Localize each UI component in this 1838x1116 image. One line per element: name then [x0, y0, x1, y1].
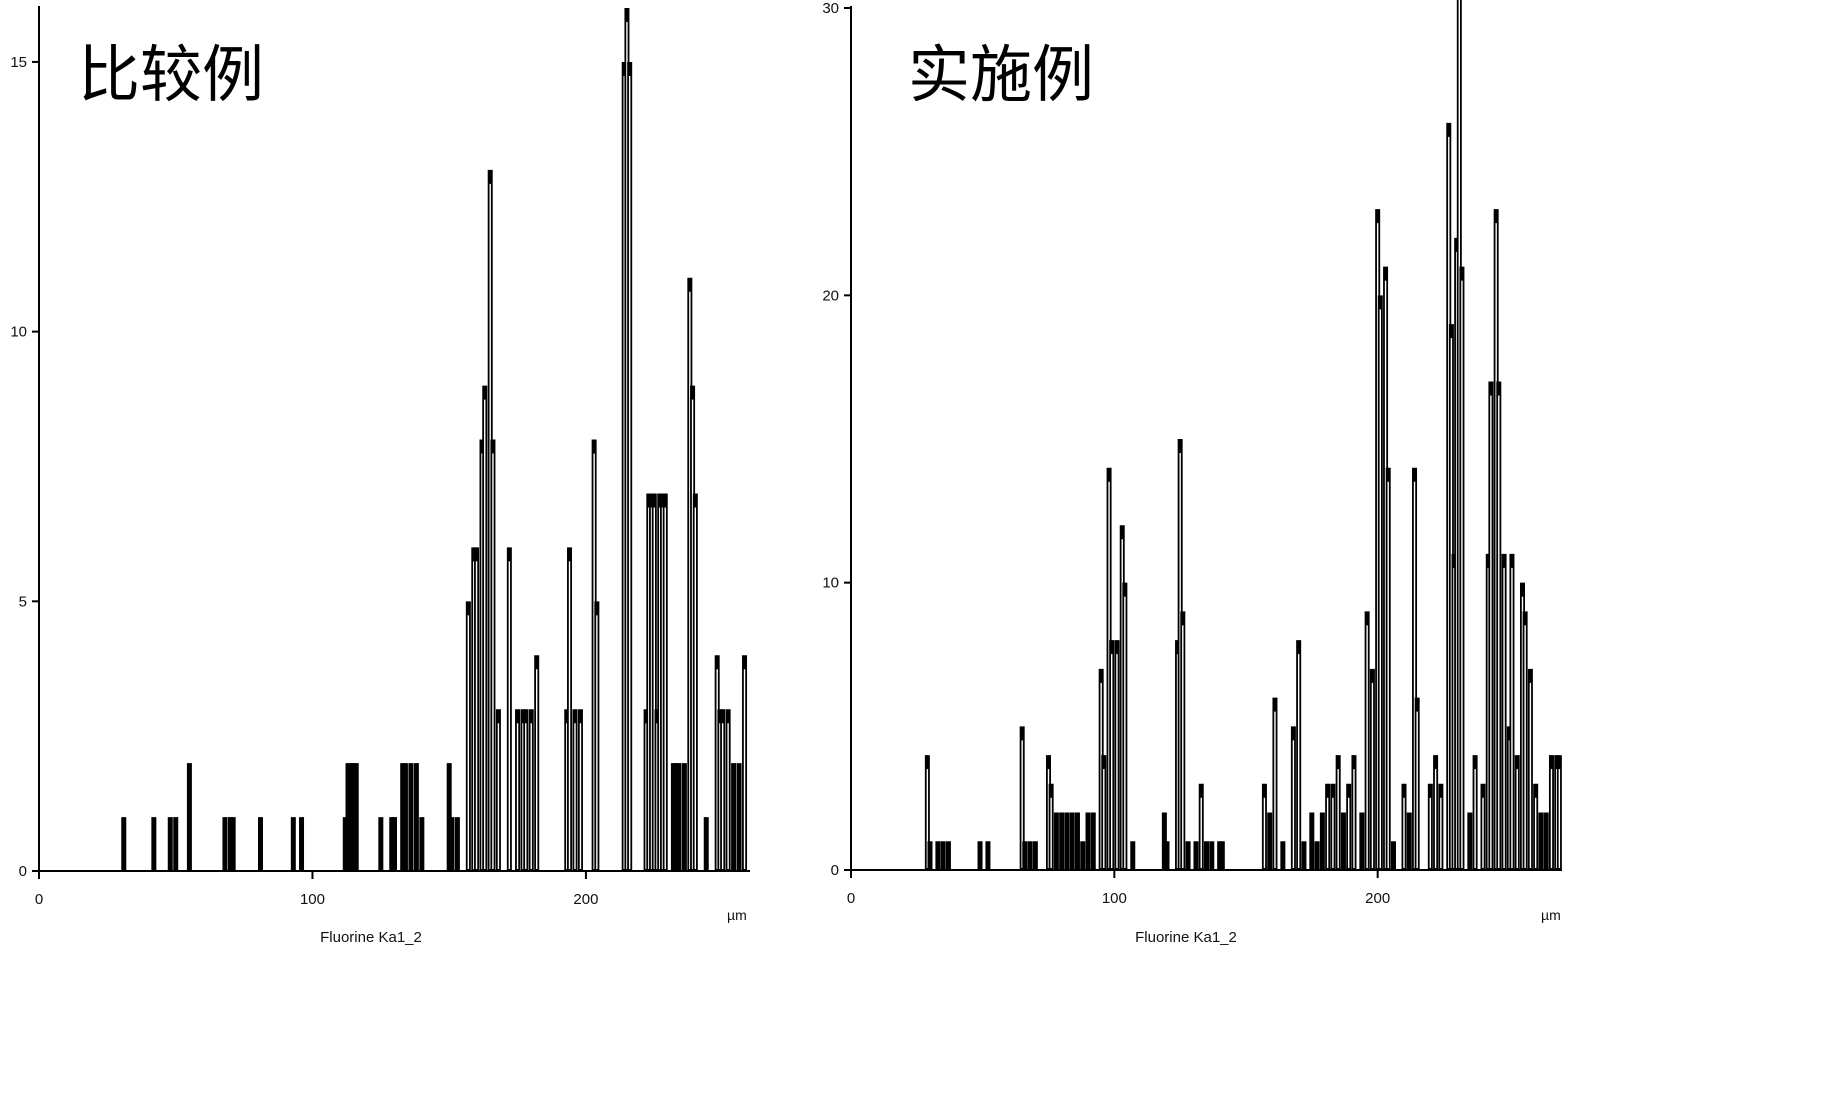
x-tick-label: 200	[1365, 890, 1390, 907]
x-tick-label: 0	[847, 890, 855, 907]
chart-0-marks	[121, 8, 748, 871]
y-tick-label: 0	[831, 862, 839, 879]
chart-1-marks	[924, 0, 1562, 870]
x-tick-label: 100	[300, 891, 325, 908]
x-tick-label: 0	[35, 891, 43, 908]
y-tick-label: 0	[19, 863, 27, 880]
chart-1-x-axis-title: Fluorine Ka1_2	[1135, 929, 1237, 946]
x-tick-label: 200	[573, 891, 598, 908]
chart-0-x-axis-title: Fluorine Ka1_2	[320, 929, 422, 946]
y-tick-label: 10	[10, 324, 27, 341]
chart-0-x-unit: µm	[727, 907, 747, 923]
x-tick-label: 100	[1102, 890, 1127, 907]
chart-1-x-unit: µm	[1541, 907, 1561, 923]
y-tick-label: 30	[822, 0, 839, 17]
chart-1-title: 实施例	[908, 38, 1094, 111]
y-tick-label: 10	[822, 575, 839, 592]
chart-0-axes: 0 5 10 15 0 100 200	[10, 6, 750, 908]
y-tick-label: 15	[10, 54, 27, 71]
y-tick-label: 20	[822, 287, 839, 304]
panel-example: 0 10 20 30 0 100 200 实施例 µm Fluorine Ka1_2	[822, 0, 1562, 946]
panel-comparative-example: 0 5 10 15 0 100 200 比较例 µm Fluorine Ka1_2	[10, 6, 750, 946]
y-tick-label: 5	[19, 593, 27, 610]
chart-0-title: 比较例	[78, 38, 264, 111]
chart-1-axes: 0 10 20 30 0 100 200	[822, 0, 1562, 907]
